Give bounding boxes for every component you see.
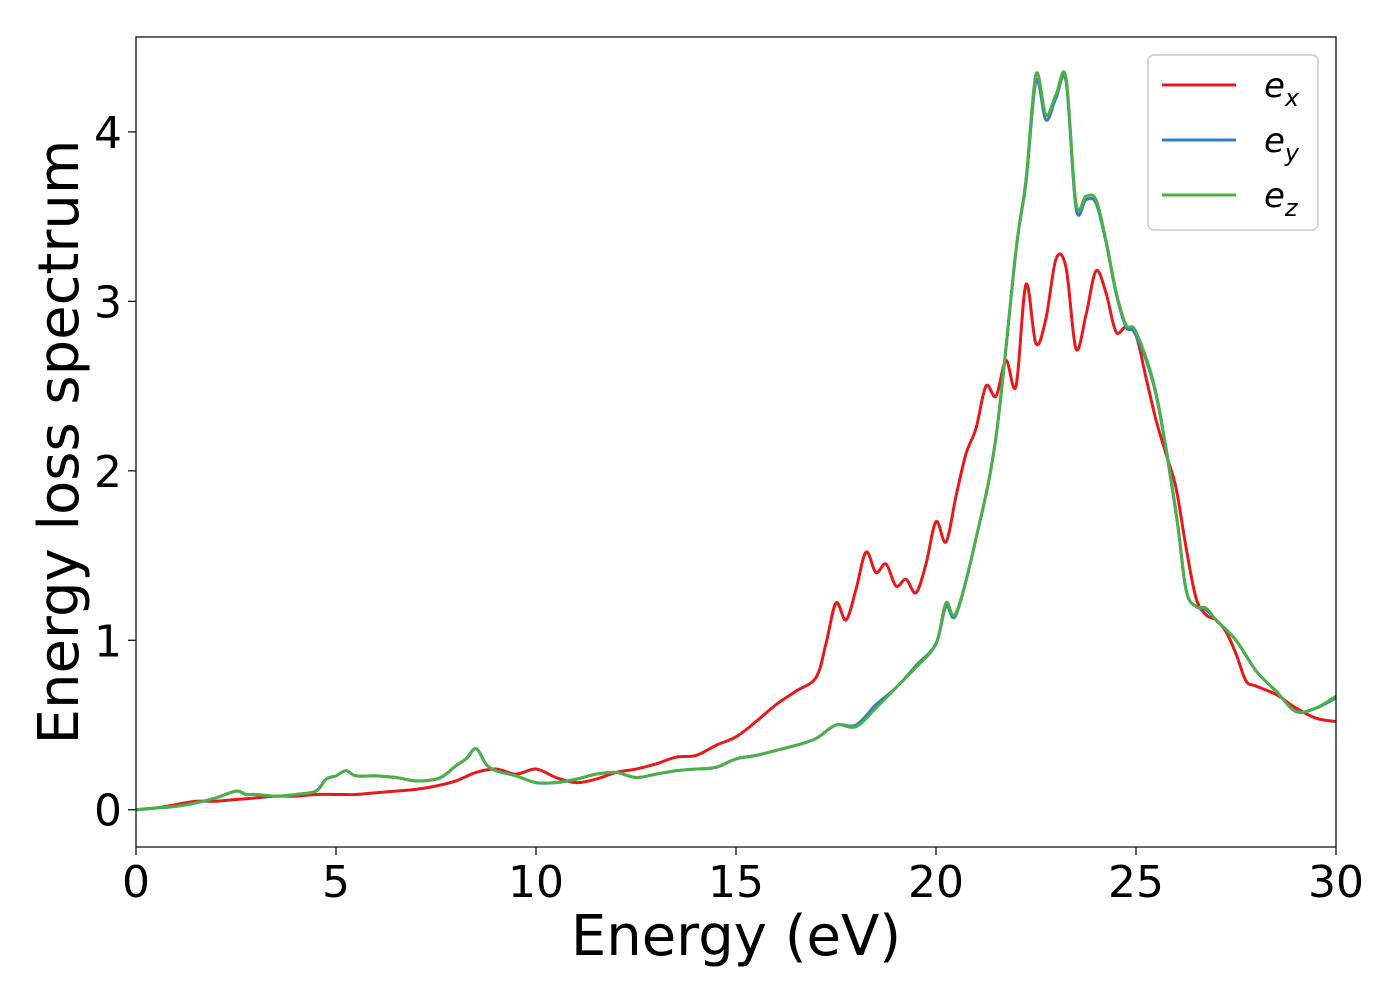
legend-label-base: e: [1264, 121, 1285, 161]
legend-label-subscript: y: [1284, 139, 1300, 167]
y-axis-label: Energy loss spectrum: [27, 140, 92, 745]
x-tick-label: 10: [508, 857, 564, 908]
y-tick-label: 4: [94, 108, 122, 159]
legend-label-z: ez: [1264, 176, 1299, 222]
y-tick-label: 3: [94, 277, 122, 328]
plot-frame: [135, 36, 1337, 848]
x-tick-label: 20: [908, 857, 964, 908]
y-axis-ticks: 0 1 2 3 4: [94, 108, 136, 837]
legend-box: [1147, 54, 1319, 231]
legend-label-base: e: [1264, 66, 1285, 106]
legend-label-x: ex: [1264, 66, 1300, 112]
x-axis-label: Energy (eV): [571, 904, 901, 969]
legend-label-subscript: x: [1284, 84, 1300, 112]
legend-label-subscript: z: [1284, 194, 1299, 222]
series-line-e-z: [136, 70, 1336, 812]
x-tick-label: 5: [322, 857, 350, 908]
x-axis-ticks: 0 5 10 15 20 25 30: [122, 847, 1364, 908]
plot-area: [136, 70, 1336, 812]
series-line-e-x: [136, 252, 1336, 812]
y-tick-label: 2: [94, 447, 122, 498]
legend-label-y: ey: [1264, 121, 1300, 167]
y-tick-label: 0: [94, 786, 122, 837]
y-tick-label: 1: [94, 616, 122, 667]
x-tick-label: 0: [122, 857, 150, 908]
legend-label-base: e: [1264, 176, 1285, 216]
x-tick-label: 30: [1308, 857, 1364, 908]
x-tick-label: 25: [1108, 857, 1164, 908]
x-tick-label: 15: [708, 857, 764, 908]
